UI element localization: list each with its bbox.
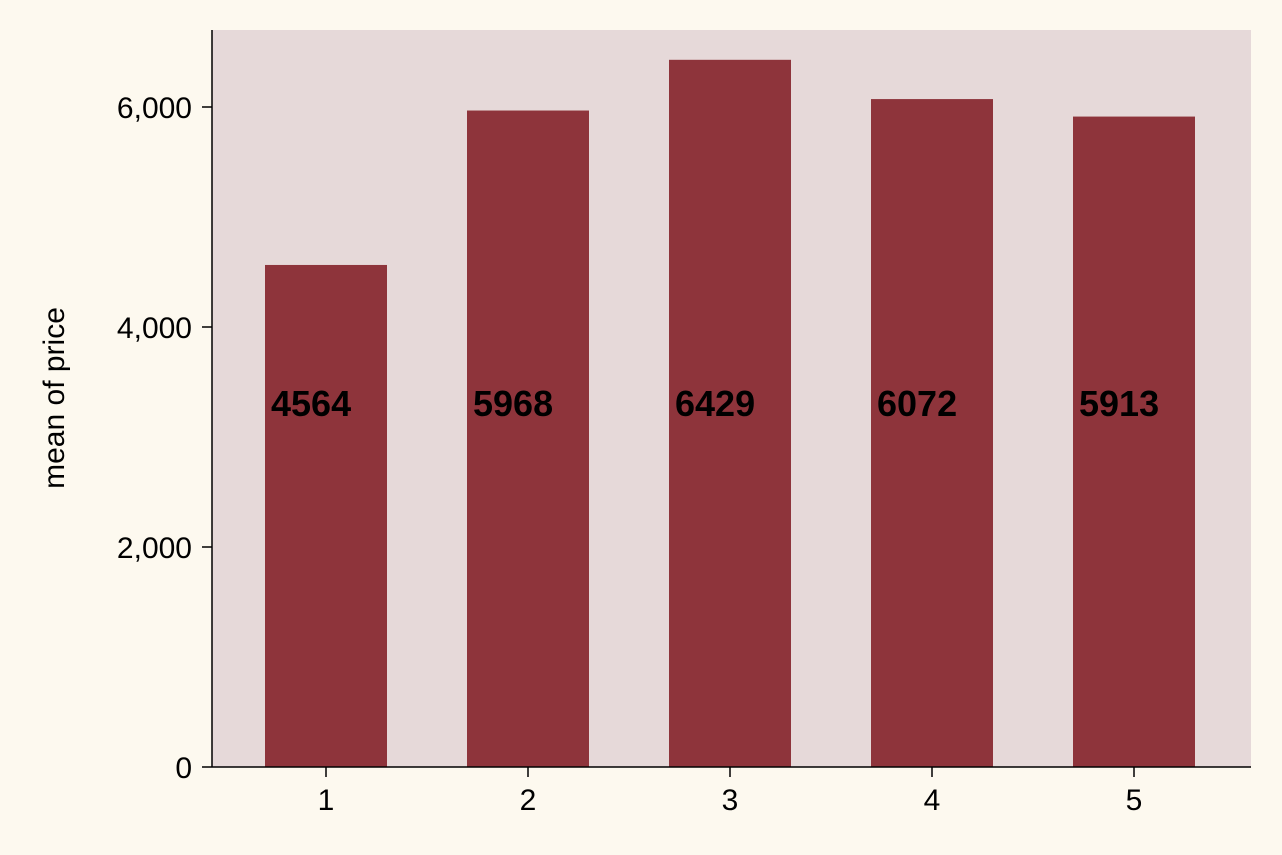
bar-value-label: 5968 bbox=[473, 383, 553, 424]
bar-value-label: 6429 bbox=[675, 383, 755, 424]
y-tick-label: 0 bbox=[175, 752, 192, 785]
bar-2 bbox=[467, 110, 589, 767]
x-tick-label: 2 bbox=[520, 784, 537, 817]
bar-1 bbox=[265, 264, 387, 767]
bar-labels-group: 4564 5968 6429 6072 5913 bbox=[271, 383, 1159, 424]
bar-value-label: 6072 bbox=[877, 383, 957, 424]
x-tick-label: 4 bbox=[924, 784, 941, 817]
x-tick-label: 3 bbox=[722, 784, 739, 817]
bars-group bbox=[265, 59, 1195, 768]
y-axis-title: mean of price bbox=[38, 307, 71, 489]
x-tick-label: 1 bbox=[318, 784, 335, 817]
bar-4 bbox=[871, 99, 993, 767]
x-ticks-group: 1 2 3 4 5 bbox=[318, 767, 1143, 817]
y-tick-label: 2,000 bbox=[117, 532, 192, 565]
bar-value-label: 4564 bbox=[271, 383, 351, 424]
bar-5 bbox=[1073, 116, 1195, 767]
bar-value-label: 5913 bbox=[1079, 383, 1159, 424]
bar-3 bbox=[669, 59, 791, 768]
y-tick-label: 4,000 bbox=[117, 312, 192, 345]
y-tick-label: 6,000 bbox=[117, 92, 192, 125]
x-tick-label: 5 bbox=[1126, 784, 1143, 817]
y-ticks-group: 0 2,000 4,000 6,000 bbox=[117, 92, 212, 785]
